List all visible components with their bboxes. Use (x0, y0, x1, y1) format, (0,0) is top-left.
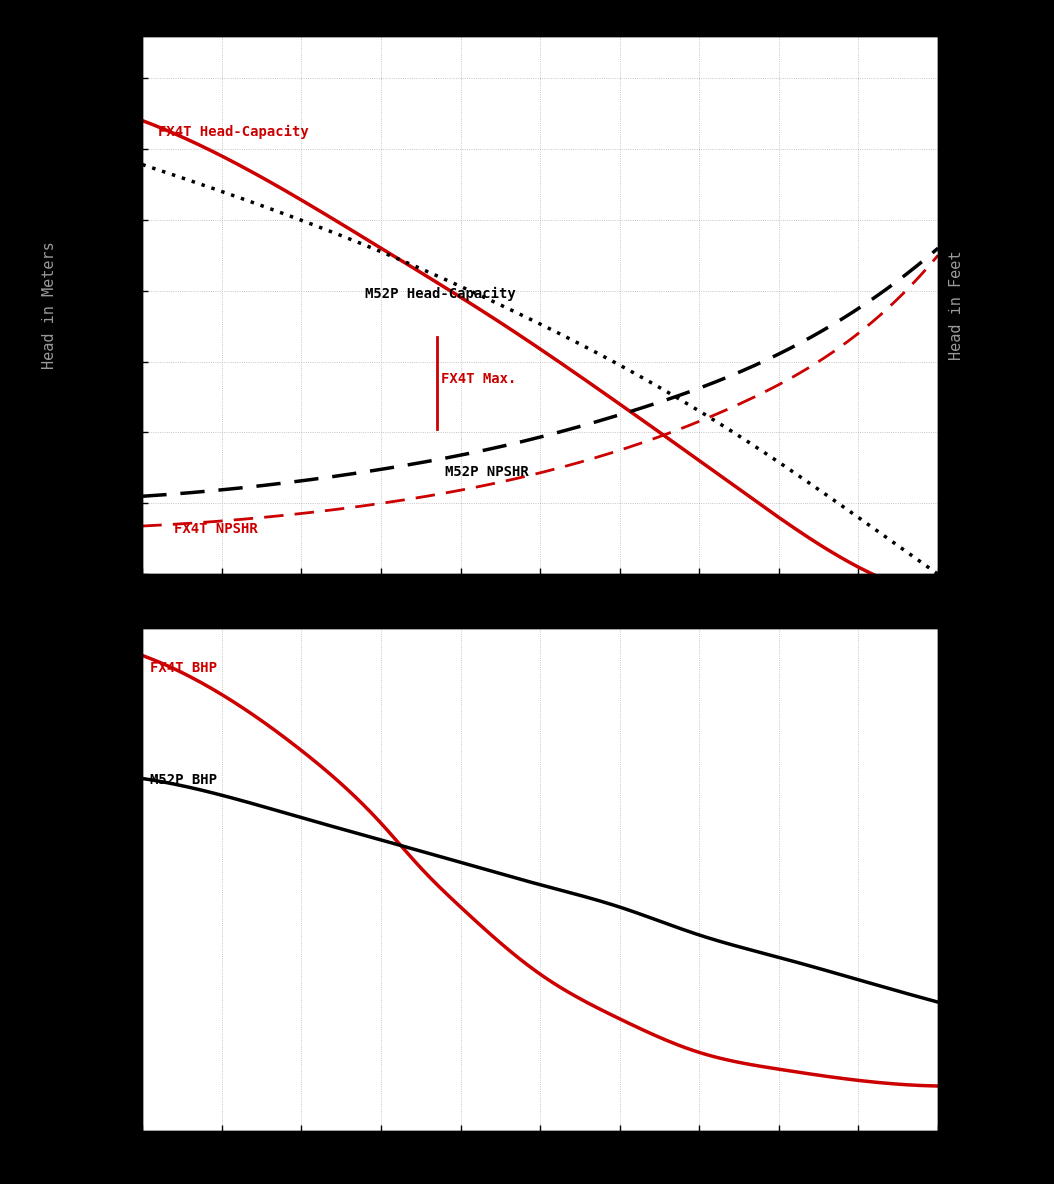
Y-axis label: Head in Feet: Head in Feet (950, 250, 964, 360)
Text: FX4T Max.: FX4T Max. (441, 372, 516, 386)
Text: FX4T BHP: FX4T BHP (151, 661, 217, 675)
Text: FX4T NPSHR: FX4T NPSHR (174, 522, 258, 536)
Text: M52P Head-Capacity: M52P Head-Capacity (365, 287, 515, 301)
Y-axis label: Head in Meters: Head in Meters (42, 242, 57, 368)
Text: M52P BHP: M52P BHP (151, 773, 217, 787)
Text: FX4T Head-Capacity: FX4T Head-Capacity (158, 126, 309, 140)
Text: M52P NPSHR: M52P NPSHR (445, 465, 528, 480)
